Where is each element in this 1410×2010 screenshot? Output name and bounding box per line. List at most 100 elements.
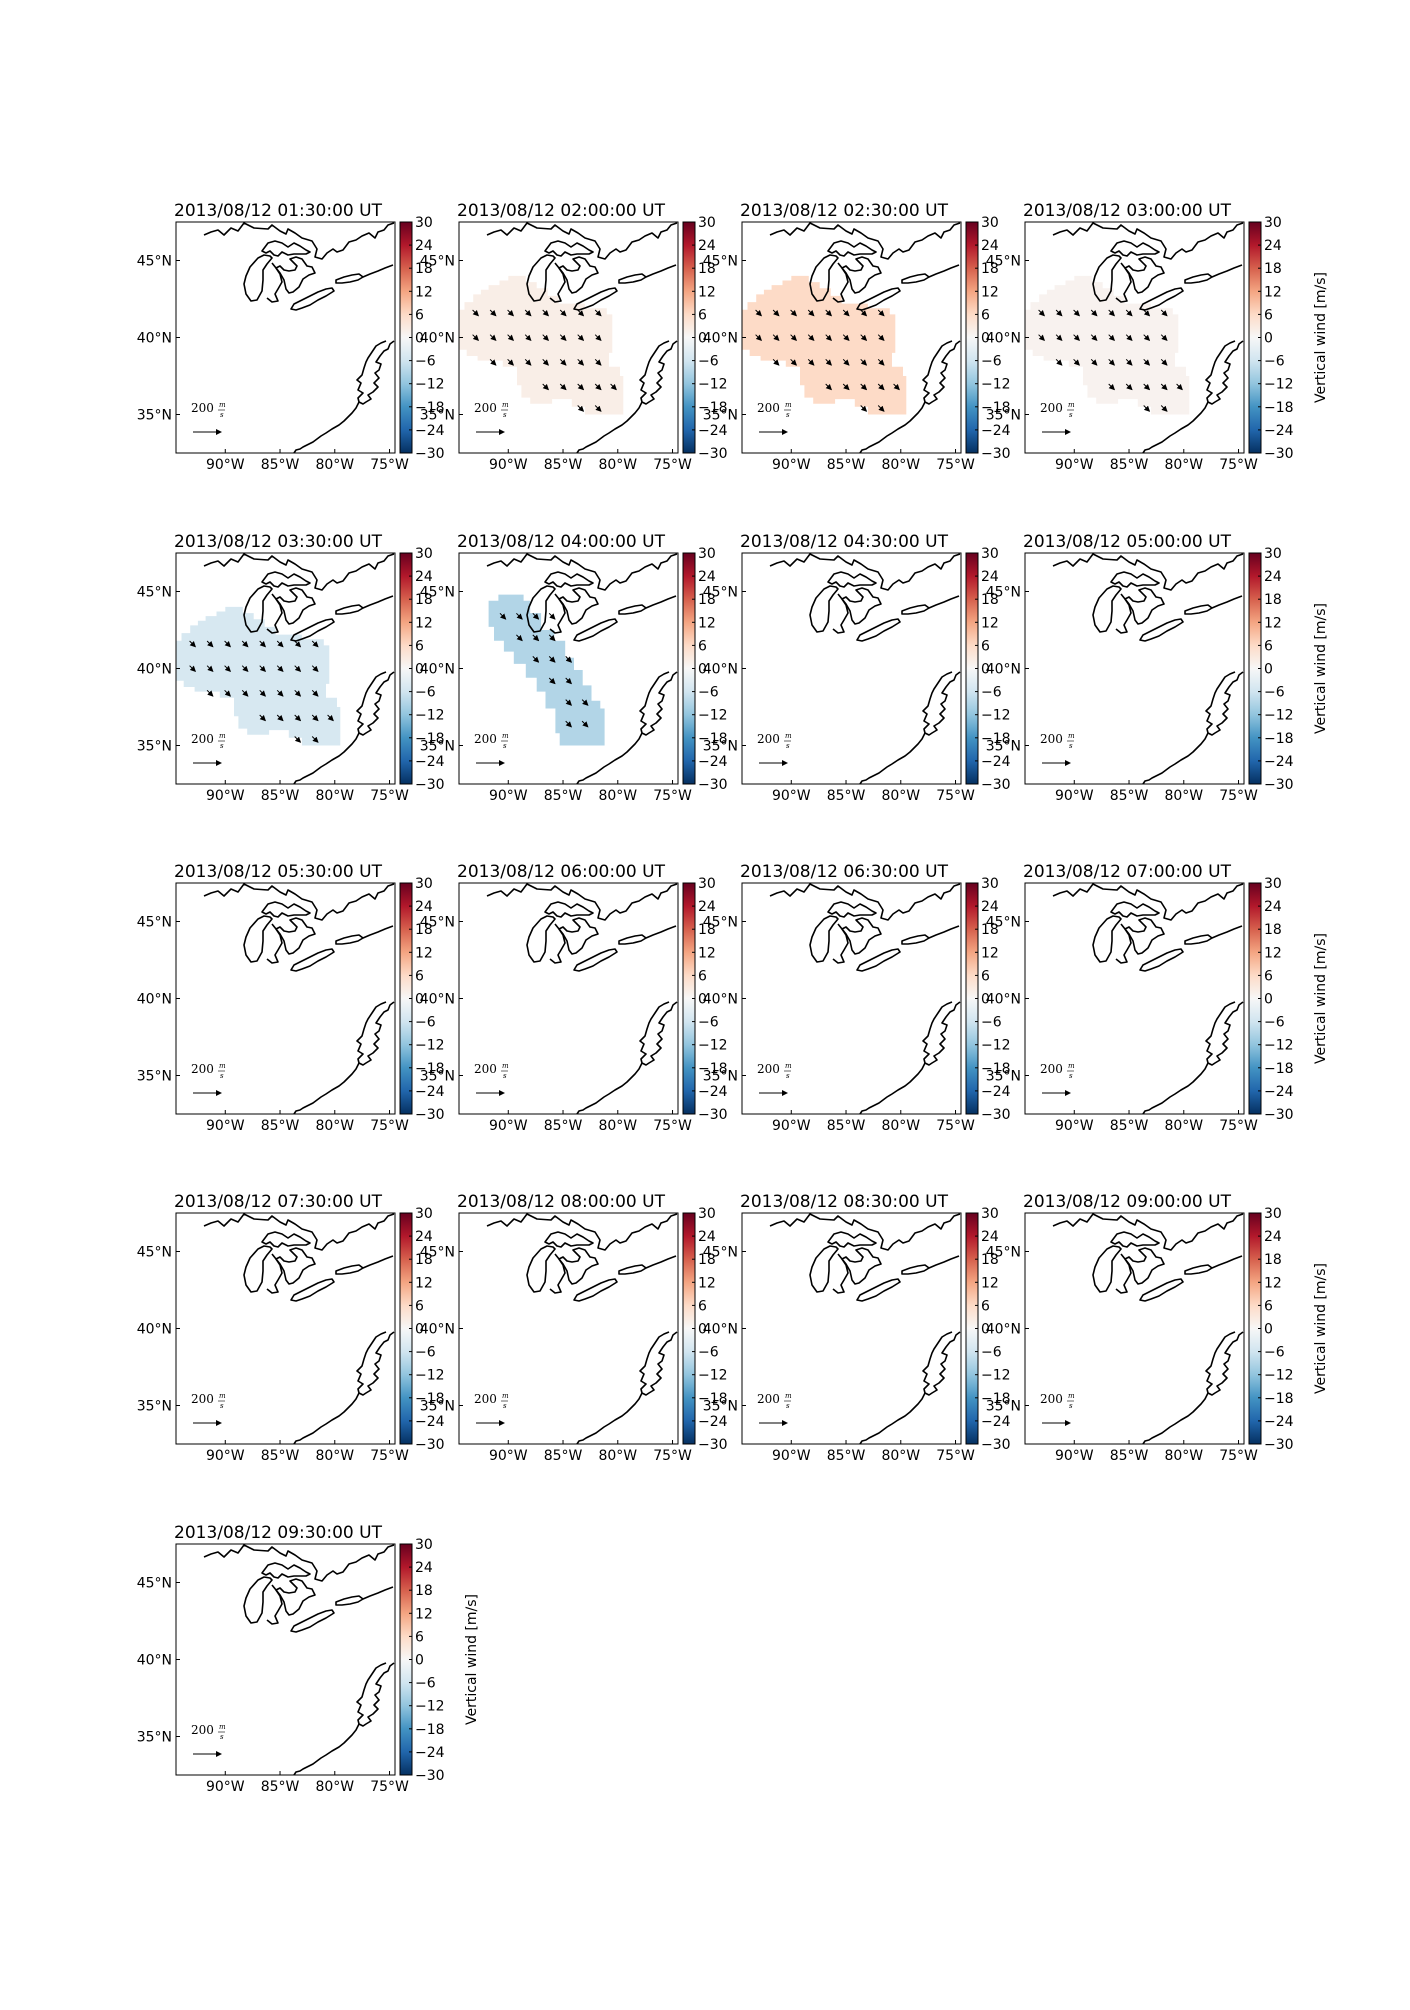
colorbar-label: Vertical wind [m/s] [1313,933,1329,1064]
quiver-key-unit-den: s [503,1072,507,1080]
coastline [362,925,394,939]
wind-vector [860,405,868,412]
coastline [335,604,364,615]
coastline [275,1247,316,1285]
wind-vector [842,334,850,342]
wind-vector [276,714,284,722]
wind-vector [311,689,319,697]
map-panel: 2013/08/12 07:00:00 UT 90°W 85°W 80°W 75°W 35… [986,862,1329,1134]
quiver-key-unit-num: m [219,1723,226,1731]
coastline [1142,1331,1244,1444]
coastline [486,553,678,591]
colorbar-tick-label: −24 [698,423,728,439]
x-tick-label: 90°W [772,457,811,473]
wind-vector [842,309,850,317]
quiver-key-value: 200 [1040,1062,1063,1076]
colorbar-tick-label: 24 [1264,569,1282,585]
coastline [275,587,316,625]
colorbar-tick-label: 18 [1264,1252,1282,1268]
wind-vector [516,612,523,620]
coastline [859,1001,961,1114]
colorbar: 30 24 18 12 6 0 −6 −12 −18 −24 −30 Vertical wind [m… [1248,215,1329,462]
colorbar-tick-label: −30 [698,1437,728,1453]
colorbar-tick-label: −18 [415,1061,445,1077]
colorbar-tick-label: 6 [981,1298,990,1314]
panel-title: 2013/08/12 02:00:00 UT [457,201,666,221]
wind-vector [1160,358,1168,366]
colorbar-tick-label: 30 [981,546,999,562]
x-tick-label: 90°W [489,457,528,473]
wind-vector [877,309,885,317]
colorbar-tick-label: 24 [981,238,999,254]
coastline [1092,585,1122,633]
coastline [290,287,335,311]
quiver-key: 200 ms [191,401,226,435]
colorbar-tick-label: 24 [415,899,433,915]
colorbar-tick-label: −30 [415,446,445,462]
coastline [558,1247,599,1285]
x-tick-label: 90°W [206,457,245,473]
map-area [203,883,395,1114]
wind-vector [189,640,197,648]
colorbar-tick-label: −24 [1264,754,1294,770]
coastline [645,264,677,278]
wind-vector [1090,358,1098,366]
colorbar-tick-label: −24 [698,754,728,770]
wind-vector [1055,334,1063,342]
colorbar-label: Vertical wind [m/s] [1313,603,1329,734]
colorbar-tick-label: 24 [415,569,433,585]
coastline [275,1578,316,1616]
colorbar-tick-label: 30 [415,1537,433,1553]
colorbar-tick-label: 24 [698,569,716,585]
y-tick-label: 40°N [986,331,1021,347]
quiver-key-unit-den: s [1069,411,1073,419]
map-panel: 2013/08/12 02:00:00 UT 90°W 85°W 80°W 75°W 35… [420,201,728,473]
coastline [293,1662,395,1775]
colorbar-tick-label: 0 [415,1653,424,1669]
coastline [558,917,599,955]
colorbar-tick-label: −18 [698,1061,728,1077]
coastline [1139,948,1184,972]
coastline [1092,254,1122,302]
colorbar-tick-label: 18 [415,1252,433,1268]
y-tick-label: 45°N [137,585,172,601]
colorbar: 30 24 18 12 6 0 −6 −12 −18 −24 −30 [682,215,728,462]
quiver-key-value: 200 [191,1392,214,1406]
colorbar-tick-label: 30 [415,215,433,231]
colorbar-tick-label: 0 [415,992,424,1008]
colorbar-tick-label: 0 [1264,331,1273,347]
panel-title: 2013/08/12 02:30:00 UT [740,201,949,221]
colorbar-tick-label: 6 [981,307,990,323]
y-tick-label: 35°N [703,739,738,755]
axes-frame [458,882,679,1115]
coastline [544,571,594,588]
quiver-key-unit-den: s [220,1733,224,1741]
wind-vector [1143,358,1151,366]
colorbar-label: Vertical wind [m/s] [464,1594,480,1725]
coastline [526,254,556,302]
colorbar-tick-label: −18 [415,400,445,416]
x-tick-label: 90°W [1055,457,1094,473]
colorbar-tick-label: 24 [1264,1229,1282,1245]
colorbar-tick-label: 30 [698,876,716,892]
coastline [486,883,678,921]
coastline [618,1264,647,1275]
y-tick-label: 45°N [420,915,455,931]
colorbar-tick-label: 6 [415,638,424,654]
quiver-key-unit-num: m [785,1062,792,1070]
y-tick-label: 45°N [420,1245,455,1261]
colorbar-tick-label: −12 [981,1368,1011,1384]
colorbar-tick-label: 30 [698,215,716,231]
wind-vector [1143,405,1151,412]
y-tick-label: 35°N [703,408,738,424]
coastline [243,1245,273,1293]
wind-vector [790,309,798,317]
coastline [544,1231,594,1248]
colorbar-tick-label: −6 [981,1015,1002,1031]
quiver-key-unit-den: s [786,1402,790,1410]
quiver-key-unit-den: s [1069,742,1073,750]
coastline [928,264,960,278]
colorbar-tick-label: 12 [415,945,433,961]
colorbar-tick-label: 6 [698,307,707,323]
colorbar-tick-label: −18 [1264,1391,1294,1407]
